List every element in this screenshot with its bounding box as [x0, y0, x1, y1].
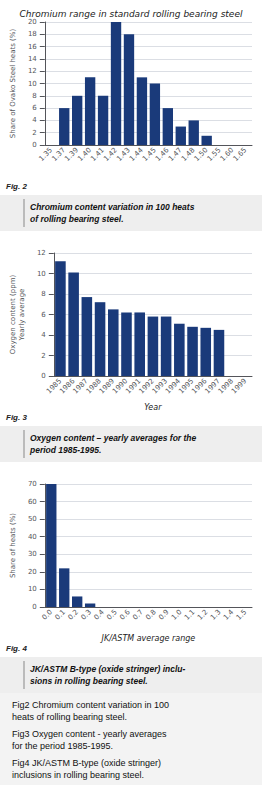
- svg-text:1.41: 1.41: [89, 146, 106, 163]
- svg-text:1.2: 1.2: [196, 608, 210, 622]
- svg-text:0.7: 0.7: [131, 608, 145, 622]
- svg-text:1986: 1986: [58, 377, 77, 396]
- svg-text:JK/ASTM average range: JK/ASTM average range: [100, 634, 196, 643]
- svg-text:2: 2: [41, 352, 45, 360]
- svg-text:1996: 1996: [190, 377, 209, 396]
- svg-text:0.1: 0.1: [54, 608, 68, 622]
- svg-text:1.35: 1.35: [37, 146, 54, 163]
- svg-text:heats of rolling bearing steel: heats of rolling bearing steel.: [12, 712, 127, 722]
- svg-text:0: 0: [32, 603, 36, 611]
- svg-text:20: 20: [28, 18, 37, 26]
- svg-text:1.46: 1.46: [154, 146, 171, 163]
- svg-text:Share of Ovako Steel heats (%): Share of Ovako Steel heats (%): [9, 29, 17, 139]
- svg-text:Oxygen content – yearly averag: Oxygen content – yearly averages for the: [30, 433, 197, 443]
- svg-text:12: 12: [37, 249, 46, 257]
- svg-text:1.48: 1.48: [180, 146, 197, 163]
- svg-text:1.45: 1.45: [141, 146, 158, 163]
- svg-text:Fig. 4: Fig. 4: [6, 644, 27, 653]
- svg-text:1994: 1994: [163, 377, 183, 396]
- svg-text:Fig. 2: Fig. 2: [6, 182, 27, 191]
- svg-text:10: 10: [28, 585, 37, 593]
- svg-text:1.40: 1.40: [76, 146, 93, 163]
- svg-text:1987: 1987: [71, 377, 90, 396]
- svg-text:1.43: 1.43: [115, 146, 132, 163]
- svg-text:1.1: 1.1: [183, 608, 197, 622]
- svg-text:2: 2: [32, 129, 36, 137]
- svg-text:Share of heats (%): Share of heats (%): [9, 513, 17, 578]
- svg-text:1988: 1988: [84, 377, 103, 396]
- svg-text:1.65: 1.65: [232, 146, 249, 163]
- svg-text:1.5: 1.5: [235, 608, 249, 622]
- svg-text:sions in rolling bearing steel: sions in rolling bearing steel.: [30, 676, 148, 686]
- svg-text:Year: Year: [144, 403, 162, 412]
- svg-text:1985: 1985: [45, 377, 64, 396]
- svg-text:4: 4: [41, 331, 46, 339]
- svg-text:Fig2 Chromium content variatio: Fig2 Chromium content variation in 100: [12, 700, 169, 710]
- svg-text:JK/ASTM B-type (oxide stringer: JK/ASTM B-type (oxide stringer) inclu-: [30, 664, 186, 674]
- svg-text:1999: 1999: [230, 377, 248, 395]
- svg-text:16: 16: [28, 43, 37, 51]
- svg-text:Chromium content variation in: Chromium content variation in 100 heats: [30, 202, 195, 212]
- svg-text:inclusions in rolling bearing: inclusions in rolling bearing steel.: [12, 770, 144, 780]
- svg-text:1.39: 1.39: [63, 146, 80, 163]
- svg-text:for the period 1985-1995.: for the period 1985-1995.: [12, 741, 113, 751]
- svg-text:6: 6: [41, 311, 46, 319]
- svg-text:0.8: 0.8: [144, 608, 158, 622]
- svg-text:12: 12: [28, 67, 37, 75]
- svg-text:1.42: 1.42: [102, 146, 119, 163]
- svg-text:1990: 1990: [111, 377, 130, 396]
- svg-text:0.3: 0.3: [79, 608, 93, 622]
- svg-text:Fig. 3: Fig. 3: [6, 413, 27, 422]
- svg-text:1.55: 1.55: [206, 146, 223, 163]
- svg-text:1991: 1991: [124, 377, 143, 396]
- svg-text:Yearly average: Yearly average: [18, 289, 26, 342]
- svg-text:1.47: 1.47: [167, 146, 184, 163]
- svg-text:1.0: 1.0: [170, 608, 184, 622]
- svg-text:6: 6: [32, 104, 37, 112]
- svg-text:1989: 1989: [97, 377, 117, 396]
- svg-text:0: 0: [32, 141, 36, 149]
- svg-text:Fig3 Oxygen content - yearly a: Fig3 Oxygen content - yearly averages: [12, 729, 167, 739]
- svg-text:20: 20: [28, 568, 37, 576]
- svg-text:0.4: 0.4: [92, 608, 106, 622]
- svg-text:period 1985-1995.: period 1985-1995.: [29, 445, 101, 455]
- svg-text:8: 8: [41, 290, 45, 298]
- svg-text:0.2: 0.2: [66, 608, 80, 622]
- svg-text:Fig4 JK/ASTM B-type (oxide str: Fig4 JK/ASTM B-type (oxide stringer): [12, 758, 161, 768]
- svg-text:1997: 1997: [203, 377, 222, 396]
- svg-text:of rolling bearing steel.: of rolling bearing steel.: [30, 214, 124, 224]
- svg-text:4: 4: [32, 116, 37, 124]
- svg-text:1992: 1992: [137, 377, 156, 396]
- svg-text:Oxygen content (ppm): Oxygen content (ppm): [9, 275, 17, 355]
- svg-text:1998: 1998: [216, 377, 235, 396]
- svg-text:0.0: 0.0: [41, 608, 55, 622]
- svg-text:8: 8: [32, 92, 36, 100]
- svg-text:0: 0: [41, 372, 45, 380]
- svg-text:1.60: 1.60: [219, 146, 236, 163]
- svg-text:70: 70: [28, 480, 37, 488]
- svg-text:1995: 1995: [177, 377, 196, 396]
- svg-text:14: 14: [28, 55, 37, 63]
- svg-text:0.6: 0.6: [118, 608, 132, 622]
- svg-text:40: 40: [28, 533, 37, 541]
- svg-text:1.37: 1.37: [50, 146, 67, 163]
- svg-text:10: 10: [37, 270, 46, 278]
- svg-text:1.50: 1.50: [193, 146, 210, 163]
- svg-text:1.4: 1.4: [222, 608, 236, 622]
- svg-text:1.3: 1.3: [209, 608, 223, 622]
- svg-text:10: 10: [28, 80, 37, 88]
- svg-text:1.44: 1.44: [128, 146, 145, 163]
- svg-text:18: 18: [28, 30, 37, 38]
- svg-text:50: 50: [28, 515, 37, 523]
- svg-text:60: 60: [28, 498, 37, 506]
- svg-text:Chromium range in standard rol: Chromium range in standard rolling beari…: [20, 9, 243, 19]
- svg-text:1993: 1993: [150, 377, 169, 396]
- svg-text:0.5: 0.5: [105, 608, 119, 622]
- svg-text:0.9: 0.9: [157, 608, 171, 622]
- svg-text:30: 30: [28, 550, 37, 558]
